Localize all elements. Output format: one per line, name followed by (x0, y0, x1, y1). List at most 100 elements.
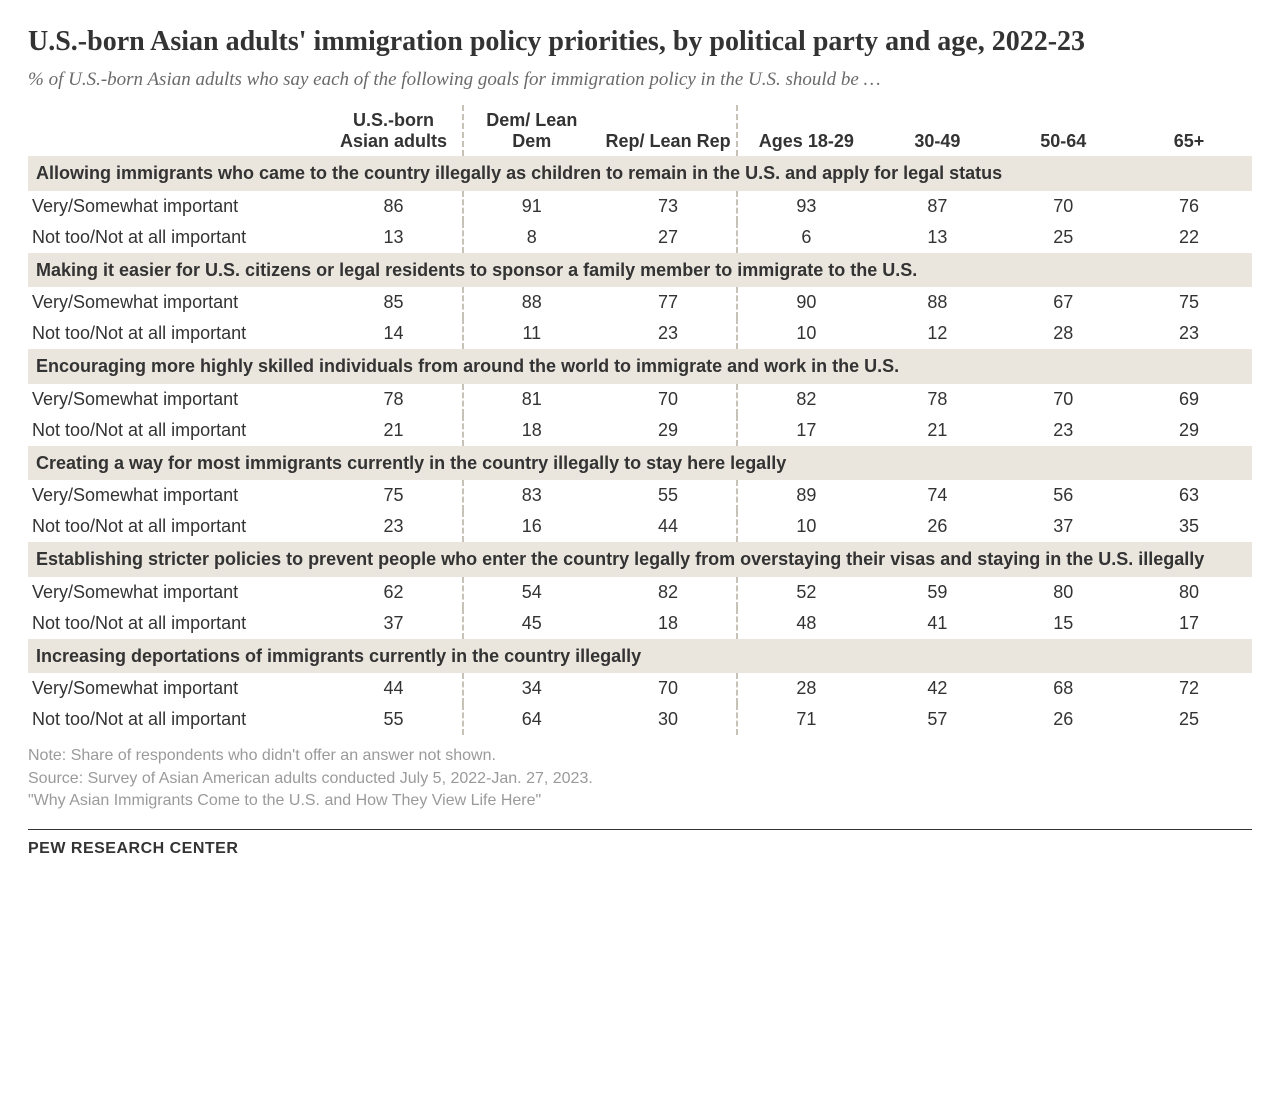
table-row: Very/Somewhat important62548252598080 (28, 577, 1252, 608)
data-cell: 83 (463, 480, 600, 511)
data-cell: 27 (600, 222, 737, 253)
data-cell: 37 (1000, 511, 1126, 542)
section-header-row: Increasing deportations of immigrants cu… (28, 639, 1252, 674)
col-age3049: 30-49 (874, 105, 1000, 156)
data-cell: 88 (874, 287, 1000, 318)
note-line: "Why Asian Immigrants Come to the U.S. a… (28, 790, 1252, 812)
data-cell: 69 (1126, 384, 1252, 415)
data-cell: 28 (737, 673, 874, 704)
section-header-row: Establishing stricter policies to preven… (28, 542, 1252, 577)
data-cell: 81 (463, 384, 600, 415)
data-cell: 28 (1000, 318, 1126, 349)
data-cell: 26 (874, 511, 1000, 542)
data-cell: 48 (737, 608, 874, 639)
data-cell: 90 (737, 287, 874, 318)
col-rep: Rep/ Lean Rep (600, 105, 737, 156)
data-cell: 75 (325, 480, 462, 511)
col-age5064: 50-64 (1000, 105, 1126, 156)
data-cell: 68 (1000, 673, 1126, 704)
row-label: Very/Somewhat important (28, 577, 325, 608)
row-label: Not too/Not at all important (28, 222, 325, 253)
data-cell: 12 (874, 318, 1000, 349)
row-label: Not too/Not at all important (28, 318, 325, 349)
data-cell: 59 (874, 577, 1000, 608)
data-cell: 23 (325, 511, 462, 542)
data-cell: 64 (463, 704, 600, 735)
table-row: Not too/Not at all important211829172123… (28, 415, 1252, 446)
data-cell: 23 (1126, 318, 1252, 349)
section-header-cell: Increasing deportations of immigrants cu… (28, 639, 1252, 674)
data-cell: 82 (737, 384, 874, 415)
table-row: Not too/Not at all important556430715726… (28, 704, 1252, 735)
data-cell: 78 (874, 384, 1000, 415)
col-usborn: U.S.-born Asian adults (325, 105, 462, 156)
data-cell: 10 (737, 511, 874, 542)
data-cell: 67 (1000, 287, 1126, 318)
data-cell: 72 (1126, 673, 1252, 704)
data-cell: 86 (325, 191, 462, 222)
data-cell: 75 (1126, 287, 1252, 318)
data-cell: 37 (325, 608, 462, 639)
data-cell: 35 (1126, 511, 1252, 542)
footer-org: PEW RESEARCH CENTER (28, 830, 1252, 858)
data-cell: 78 (325, 384, 462, 415)
data-cell: 13 (325, 222, 462, 253)
note-line: Source: Survey of Asian American adults … (28, 768, 1252, 790)
data-cell: 88 (463, 287, 600, 318)
table-row: Very/Somewhat important75835589745663 (28, 480, 1252, 511)
chart-footer: PEW RESEARCH CENTER (28, 829, 1252, 858)
table-row: Not too/Not at all important374518484115… (28, 608, 1252, 639)
data-cell: 18 (600, 608, 737, 639)
data-cell: 21 (325, 415, 462, 446)
data-cell: 55 (325, 704, 462, 735)
section-header-cell: Establishing stricter policies to preven… (28, 542, 1252, 577)
data-cell: 21 (874, 415, 1000, 446)
data-cell: 16 (463, 511, 600, 542)
note-line: Note: Share of respondents who didn't of… (28, 745, 1252, 767)
table-row: Not too/Not at all important138276132522 (28, 222, 1252, 253)
table-row: Not too/Not at all important231644102637… (28, 511, 1252, 542)
data-cell: 91 (463, 191, 600, 222)
data-cell: 34 (463, 673, 600, 704)
data-cell: 57 (874, 704, 1000, 735)
data-cell: 42 (874, 673, 1000, 704)
table-row: Very/Somewhat important44347028426872 (28, 673, 1252, 704)
table-row: Very/Somewhat important86917393877076 (28, 191, 1252, 222)
data-cell: 13 (874, 222, 1000, 253)
data-cell: 52 (737, 577, 874, 608)
data-cell: 30 (600, 704, 737, 735)
chart-notes: Note: Share of respondents who didn't of… (28, 745, 1252, 812)
chart-title: U.S.-born Asian adults' immigration poli… (28, 24, 1252, 59)
data-cell: 73 (600, 191, 737, 222)
data-cell: 15 (1000, 608, 1126, 639)
data-cell: 76 (1126, 191, 1252, 222)
section-header-row: Encouraging more highly skilled individu… (28, 349, 1252, 384)
data-cell: 29 (600, 415, 737, 446)
table-row: Very/Somewhat important85887790886775 (28, 287, 1252, 318)
data-cell: 54 (463, 577, 600, 608)
data-cell: 70 (1000, 384, 1126, 415)
data-cell: 25 (1126, 704, 1252, 735)
row-label: Very/Somewhat important (28, 191, 325, 222)
data-cell: 74 (874, 480, 1000, 511)
data-cell: 55 (600, 480, 737, 511)
data-cell: 63 (1126, 480, 1252, 511)
data-cell: 11 (463, 318, 600, 349)
data-cell: 18 (463, 415, 600, 446)
data-cell: 14 (325, 318, 462, 349)
data-cell: 23 (1000, 415, 1126, 446)
row-label: Very/Somewhat important (28, 384, 325, 415)
section-header-row: Creating a way for most immigrants curre… (28, 446, 1252, 481)
section-header-cell: Encouraging more highly skilled individu… (28, 349, 1252, 384)
col-dem: Dem/ Lean Dem (463, 105, 600, 156)
data-cell: 85 (325, 287, 462, 318)
table-row: Not too/Not at all important141123101228… (28, 318, 1252, 349)
data-cell: 89 (737, 480, 874, 511)
data-cell: 62 (325, 577, 462, 608)
data-cell: 77 (600, 287, 737, 318)
data-cell: 8 (463, 222, 600, 253)
col-age65: 65+ (1126, 105, 1252, 156)
data-cell: 44 (325, 673, 462, 704)
chart-subtitle: % of U.S.-born Asian adults who say each… (28, 69, 1252, 91)
data-cell: 70 (600, 673, 737, 704)
